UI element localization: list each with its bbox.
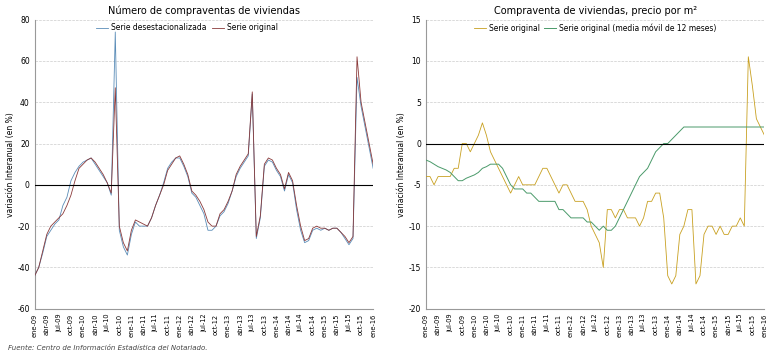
Serie original (media móvil de 12 meses): [591, 224, 600, 228]
Serie original: [526, 183, 536, 187]
Serie desestacionalizada: [135, 224, 144, 228]
Serie original (media móvil de 12 meses): [478, 166, 487, 170]
Serie desestacionalizada: [87, 156, 96, 160]
Serie original: [369, 162, 378, 166]
Serie desestacionalizada: [111, 30, 120, 34]
Y-axis label: variación Interanual (en %): variación Interanual (en %): [397, 112, 406, 216]
Serie original: [87, 156, 96, 160]
Serie original: [421, 174, 431, 179]
Serie original (media móvil de 12 meses): [522, 191, 531, 195]
Serie original: [538, 166, 547, 170]
Serie original: [349, 234, 358, 239]
Legend: Serie desestacionalizada, Serie original: Serie desestacionalizada, Serie original: [96, 23, 278, 32]
Line: Serie desestacionalizada: Serie desestacionalizada: [35, 32, 373, 276]
Serie original: [760, 133, 769, 137]
Serie original: [744, 55, 753, 59]
Serie original: [135, 220, 144, 224]
Serie original: [147, 216, 156, 220]
Text: Fuente: Centro de Información Estadística del Notariado.: Fuente: Centro de Información Estadístic…: [8, 345, 207, 351]
Serie original (media móvil de 12 meses): [526, 191, 536, 195]
Serie original: [522, 183, 531, 187]
Legend: Serie original, Serie original (media móvil de 12 meses): Serie original, Serie original (media mó…: [474, 23, 717, 33]
Serie original: [199, 208, 209, 212]
Serie original (media móvil de 12 meses): [594, 228, 604, 232]
Serie desestacionalizada: [139, 224, 148, 228]
Serie original (media móvil de 12 meses): [679, 125, 689, 129]
Title: Compraventa de viviendas, precio por m²: Compraventa de viviendas, precio por m²: [494, 6, 696, 16]
Serie original (media móvil de 12 meses): [421, 158, 431, 162]
Serie original (media móvil de 12 meses): [747, 125, 757, 129]
Serie original: [131, 218, 140, 222]
Serie desestacionalizada: [203, 228, 213, 232]
Serie original: [478, 121, 487, 125]
Serie original: [591, 232, 600, 237]
Serie desestacionalizada: [151, 203, 160, 208]
Serie original: [30, 274, 39, 278]
Serie original: [667, 282, 676, 286]
Line: Serie original: Serie original: [35, 57, 373, 276]
Serie original (media móvil de 12 meses): [760, 125, 769, 129]
Y-axis label: variación Interanual (en %): variación Interanual (en %): [5, 112, 15, 216]
Line: Serie original: Serie original: [426, 57, 764, 284]
Title: Número de compraventas de viviendas: Número de compraventas de viviendas: [108, 6, 300, 16]
Serie desestacionalizada: [352, 75, 362, 79]
Serie desestacionalizada: [369, 166, 378, 170]
Serie original (media móvil de 12 meses): [538, 199, 547, 203]
Serie original: [352, 55, 362, 59]
Line: Serie original (media móvil de 12 meses): Serie original (media móvil de 12 meses): [426, 127, 764, 230]
Serie original: [747, 84, 757, 88]
Serie desestacionalizada: [30, 274, 39, 278]
